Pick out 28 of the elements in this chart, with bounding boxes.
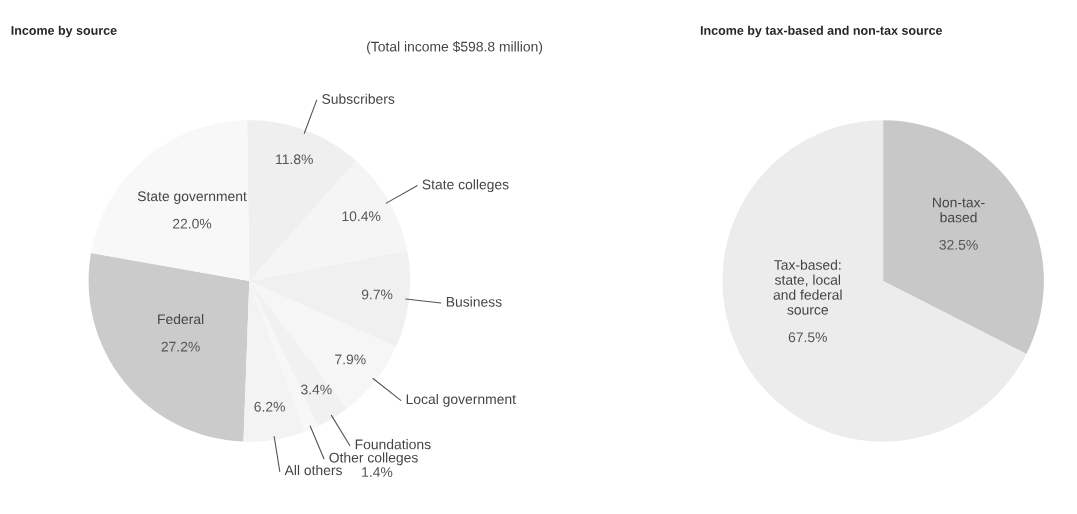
chart-subtitle: (Total income $598.8 million) bbox=[367, 41, 543, 55]
data-label: 27.2% bbox=[161, 341, 200, 352]
chart-title: Income by tax-based and non-tax source bbox=[700, 25, 943, 38]
slice-label: Subscribers bbox=[322, 93, 395, 104]
pie-slice bbox=[883, 120, 1044, 354]
data-label: 10.4% bbox=[342, 211, 381, 222]
data-label: 32.5% bbox=[939, 239, 978, 250]
slice-label: Tax-based: state, local and federal source bbox=[773, 259, 842, 315]
slice-label: Foundations bbox=[355, 439, 431, 450]
data-label: 9.7% bbox=[361, 289, 393, 300]
data-label: 6.2% bbox=[254, 401, 285, 412]
pie-slice bbox=[88, 253, 250, 442]
slice-label: Business bbox=[446, 296, 502, 307]
data-label: 22.0% bbox=[173, 218, 212, 229]
data-label: 11.8% bbox=[276, 154, 313, 165]
chart-title: Income by source bbox=[11, 25, 117, 38]
data-label: 3.4% bbox=[301, 384, 332, 395]
slice-label: State government bbox=[137, 191, 247, 204]
slice-label: Non-tax- based bbox=[933, 197, 985, 223]
slice-label: Federal bbox=[158, 313, 204, 325]
slice-label: All others bbox=[284, 464, 342, 476]
slice-label: Local government bbox=[406, 393, 516, 407]
data-label: 7.9% bbox=[335, 354, 366, 365]
pie-slice bbox=[722, 120, 1027, 442]
slice-label: State colleges bbox=[422, 179, 509, 193]
data-label: 67.5% bbox=[788, 332, 827, 343]
slice-label: Other colleges bbox=[329, 452, 418, 466]
data-label: 1.4% bbox=[362, 467, 393, 477]
